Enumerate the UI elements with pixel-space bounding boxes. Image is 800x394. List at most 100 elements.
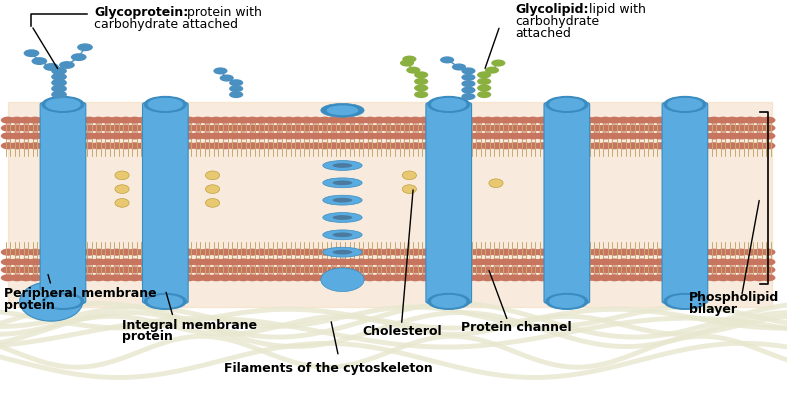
Ellipse shape [29, 290, 61, 305]
Circle shape [82, 132, 97, 139]
Circle shape [110, 274, 123, 281]
Circle shape [154, 266, 169, 273]
Circle shape [28, 142, 42, 149]
Circle shape [200, 125, 214, 132]
Circle shape [508, 125, 522, 132]
Circle shape [743, 249, 758, 256]
Circle shape [19, 142, 33, 149]
Circle shape [716, 117, 730, 124]
Circle shape [326, 266, 341, 273]
Circle shape [643, 266, 658, 273]
Circle shape [173, 274, 187, 281]
Ellipse shape [322, 230, 362, 240]
Circle shape [408, 125, 422, 132]
Circle shape [477, 71, 491, 78]
Circle shape [426, 142, 441, 149]
Circle shape [571, 132, 586, 139]
Circle shape [229, 79, 243, 86]
Circle shape [82, 117, 97, 124]
Circle shape [100, 274, 114, 281]
Circle shape [191, 266, 205, 273]
Circle shape [209, 142, 223, 149]
Circle shape [662, 266, 676, 273]
Circle shape [263, 125, 278, 132]
Ellipse shape [550, 98, 584, 110]
Circle shape [490, 142, 504, 149]
Circle shape [1, 249, 15, 256]
Circle shape [290, 258, 305, 266]
Circle shape [716, 132, 730, 139]
Circle shape [571, 117, 586, 124]
Ellipse shape [46, 296, 80, 307]
Circle shape [254, 117, 269, 124]
Circle shape [43, 63, 59, 71]
Circle shape [544, 125, 558, 132]
Circle shape [418, 249, 431, 256]
Circle shape [390, 142, 404, 149]
Circle shape [336, 142, 350, 149]
Circle shape [607, 142, 622, 149]
Circle shape [46, 258, 60, 266]
Circle shape [462, 87, 475, 94]
Circle shape [590, 117, 603, 124]
Circle shape [707, 117, 721, 124]
Circle shape [37, 132, 51, 139]
Circle shape [236, 117, 250, 124]
Circle shape [74, 125, 87, 132]
Circle shape [164, 249, 178, 256]
Circle shape [662, 125, 676, 132]
Circle shape [164, 117, 178, 124]
Circle shape [345, 258, 359, 266]
Circle shape [498, 274, 513, 281]
Circle shape [263, 258, 278, 266]
Circle shape [399, 258, 414, 266]
Circle shape [91, 266, 106, 273]
Circle shape [363, 125, 377, 132]
Circle shape [82, 125, 97, 132]
Circle shape [544, 117, 558, 124]
Circle shape [137, 125, 150, 132]
Circle shape [498, 258, 513, 266]
Circle shape [191, 274, 205, 281]
Circle shape [590, 125, 603, 132]
Circle shape [354, 274, 368, 281]
Circle shape [118, 258, 133, 266]
Circle shape [426, 132, 441, 139]
Circle shape [173, 142, 187, 149]
Circle shape [318, 132, 332, 139]
Circle shape [200, 258, 214, 266]
Circle shape [698, 125, 712, 132]
Circle shape [272, 117, 286, 124]
Circle shape [590, 142, 603, 149]
Circle shape [390, 249, 404, 256]
Ellipse shape [402, 171, 417, 180]
Circle shape [28, 117, 42, 124]
Circle shape [74, 132, 87, 139]
Circle shape [55, 117, 70, 124]
Circle shape [218, 258, 232, 266]
Circle shape [643, 142, 658, 149]
Circle shape [454, 266, 468, 273]
Circle shape [309, 258, 322, 266]
Circle shape [209, 258, 223, 266]
Circle shape [282, 117, 296, 124]
Circle shape [51, 91, 67, 98]
Circle shape [37, 249, 51, 256]
Circle shape [1, 258, 15, 266]
Ellipse shape [432, 296, 466, 307]
Circle shape [164, 142, 178, 149]
Circle shape [1, 266, 15, 273]
Circle shape [762, 266, 775, 273]
Circle shape [51, 85, 67, 93]
Text: carbohydrate: carbohydrate [516, 15, 600, 28]
Circle shape [408, 117, 422, 124]
Circle shape [91, 117, 106, 124]
Circle shape [290, 117, 305, 124]
Circle shape [354, 142, 368, 149]
Circle shape [127, 266, 142, 273]
Circle shape [299, 117, 314, 124]
Circle shape [535, 249, 549, 256]
Circle shape [318, 266, 332, 273]
Ellipse shape [668, 98, 702, 110]
Circle shape [309, 125, 322, 132]
